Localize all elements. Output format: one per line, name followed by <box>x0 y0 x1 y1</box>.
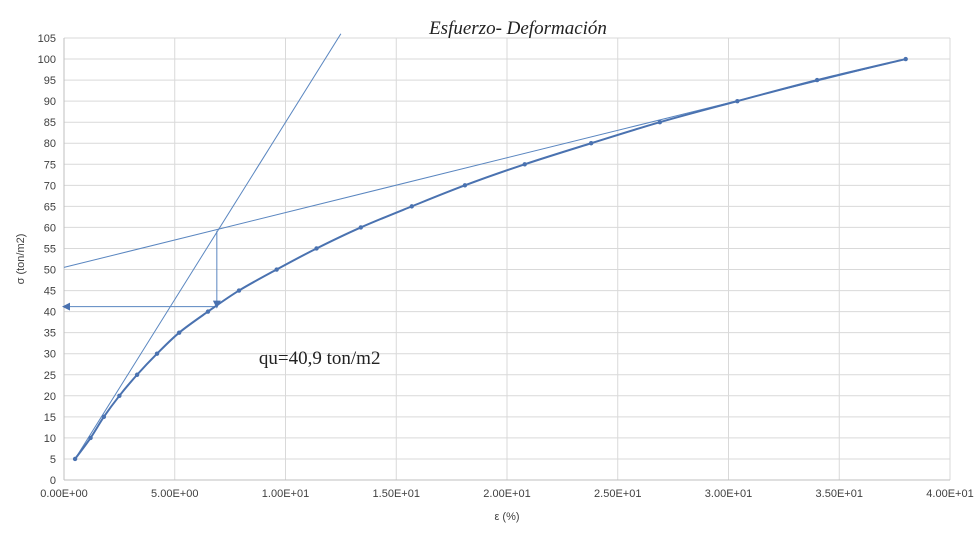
y-tick-label: 40 <box>44 307 56 319</box>
x-tick-label: 3.50E+01 <box>816 488 863 500</box>
grid <box>64 37 951 480</box>
data-point <box>409 204 414 209</box>
data-point <box>522 162 527 167</box>
x-tick-label: 4.00E+01 <box>926 488 973 500</box>
y-tick-label: 5 <box>50 454 56 466</box>
y-tick-label: 30 <box>44 349 56 361</box>
y-tick-label: 75 <box>44 159 56 171</box>
y-axis-title: σ (ton/m2) <box>15 234 27 285</box>
y-tick-label: 60 <box>44 222 56 234</box>
y-tick-label: 80 <box>44 138 56 150</box>
data-point <box>88 435 93 441</box>
y-tick-label: 105 <box>38 33 56 45</box>
chart-title: Esfuerzo- Deformación <box>428 18 607 39</box>
y-tick-label: 85 <box>44 117 56 129</box>
data-point <box>903 56 908 62</box>
data-point <box>274 267 279 272</box>
qu-annotation: qu=40,9 ton/m2 <box>259 348 381 369</box>
x-tick-label: 0.00E+00 <box>40 488 87 500</box>
data-point <box>462 183 468 188</box>
y-tick-label: 25 <box>44 370 56 382</box>
data-point <box>657 119 663 125</box>
data-series <box>72 56 908 462</box>
y-tick-label: 45 <box>44 286 56 298</box>
y-tick-label: 90 <box>44 96 56 108</box>
data-point <box>814 77 820 83</box>
data-point <box>588 141 594 146</box>
y-tick-label: 0 <box>50 475 56 487</box>
y-tick-label: 55 <box>44 243 56 255</box>
data-point <box>176 330 182 335</box>
y-tick-label: 35 <box>44 328 56 340</box>
data-point <box>735 98 740 104</box>
x-tick-label: 1.50E+01 <box>373 488 420 500</box>
x-tick-label: 2.50E+01 <box>594 488 641 500</box>
chart-text: Esfuerzo- Deformación ε (%) σ (ton/m2) q… <box>15 18 607 523</box>
y-tick-label: 10 <box>44 433 56 445</box>
data-point <box>134 372 140 377</box>
y-tick-label: 15 <box>44 412 56 424</box>
data-point <box>101 414 107 420</box>
data-point <box>117 393 122 399</box>
x-tick-label: 2.00E+01 <box>483 488 530 500</box>
y-tick-label: 95 <box>44 75 56 87</box>
y-tick-label: 70 <box>44 180 56 192</box>
data-point <box>358 225 364 230</box>
data-point <box>236 288 242 293</box>
y-tick-label: 20 <box>44 391 56 403</box>
y-tick-label: 50 <box>44 265 56 277</box>
x-axis-title: ε (%) <box>494 511 519 523</box>
data-point <box>205 309 211 314</box>
data-point <box>314 246 319 251</box>
x-tick-label: 1.00E+01 <box>262 488 309 500</box>
tangent-line-initial-tangent <box>74 33 342 460</box>
x-tick-label: 5.00E+00 <box>151 488 198 500</box>
y-tick-label: 100 <box>38 54 56 66</box>
x-tick-label: 3.00E+01 <box>705 488 752 500</box>
construction-lines <box>62 33 906 460</box>
y-tick-label: 65 <box>44 201 56 213</box>
data-point <box>72 456 78 462</box>
series-line <box>74 58 906 460</box>
axes: 0 5 10 15 20 25 30 35 40 45 50 55 60 65 70 75 80 85 90 95 10… <box>38 33 974 500</box>
data-point <box>154 351 160 356</box>
